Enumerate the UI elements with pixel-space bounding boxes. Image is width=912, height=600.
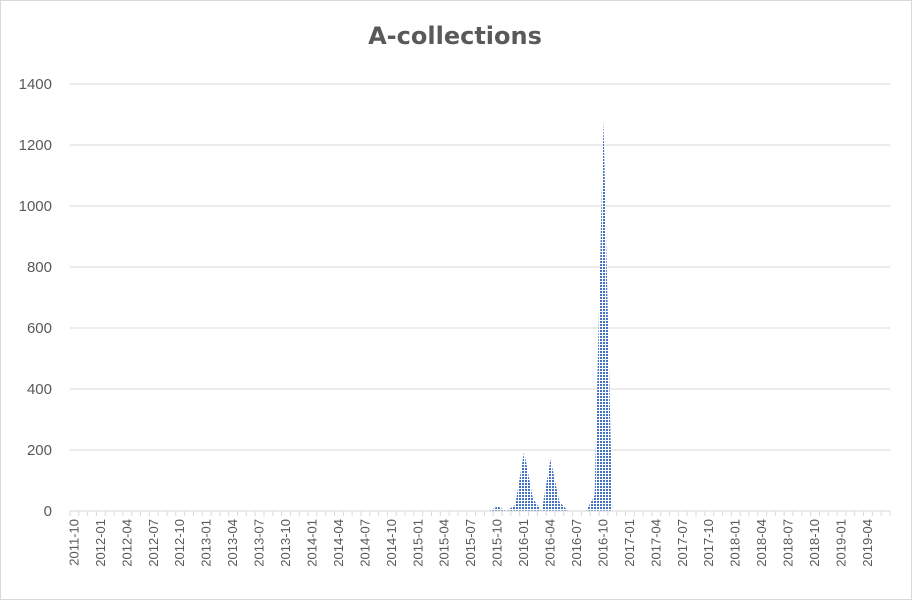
x-tick-label: 2018-07 <box>781 519 796 567</box>
x-tick-label: 2019-01 <box>834 519 849 567</box>
y-tick-label: 800 <box>27 259 52 276</box>
x-tick-label: 2019-04 <box>860 519 875 567</box>
y-tick-label: 0 <box>44 503 52 520</box>
y-tick-label: 1400 <box>19 76 52 93</box>
x-tick-label: 2012-01 <box>93 519 108 567</box>
x-tick-label: 2013-01 <box>199 519 214 567</box>
x-tick-label: 2017-04 <box>648 519 663 567</box>
x-tick-label: 2014-04 <box>331 519 346 567</box>
x-tick-label: 2015-10 <box>490 519 505 567</box>
chart-title: A-collections <box>368 22 542 50</box>
x-tick-label: 2012-04 <box>119 519 134 567</box>
x-tick-label: 2016-04 <box>543 519 558 567</box>
x-tick-label: 2017-07 <box>675 519 690 567</box>
area-series <box>74 120 886 511</box>
x-tick-label: 2015-07 <box>463 519 478 567</box>
x-tick-label: 2018-04 <box>754 519 769 567</box>
y-tick-label: 1000 <box>19 198 52 215</box>
x-tick-label: 2018-10 <box>807 519 822 567</box>
x-tick-label: 2015-01 <box>410 519 425 567</box>
x-tick-label: 2013-10 <box>278 519 293 567</box>
y-tick-label: 1200 <box>19 137 52 154</box>
x-tick-label: 2014-07 <box>357 519 372 567</box>
y-tick-label: 400 <box>27 381 52 398</box>
x-tick-label: 2015-04 <box>437 519 452 567</box>
x-tick-label: 2014-01 <box>304 519 319 567</box>
x-tick-label: 2013-07 <box>252 519 267 567</box>
x-tick-label: 2012-07 <box>146 519 161 567</box>
x-tick-label: 2014-10 <box>384 519 399 567</box>
x-tick-label: 2012-10 <box>172 519 187 567</box>
x-tick-label: 2016-01 <box>516 519 531 567</box>
y-tick-label: 600 <box>27 320 52 337</box>
x-tick-label: 2011-10 <box>66 519 81 566</box>
x-tick-label: 2013-04 <box>225 519 240 567</box>
x-tick-label: 2016-10 <box>595 519 610 567</box>
x-tick-label: 2016-07 <box>569 519 584 567</box>
x-tick-label: 2017-01 <box>622 519 637 567</box>
x-tick-label: 2018-01 <box>728 519 743 567</box>
y-tick-label: 200 <box>27 442 52 459</box>
x-tick-label: 2017-10 <box>701 519 716 567</box>
